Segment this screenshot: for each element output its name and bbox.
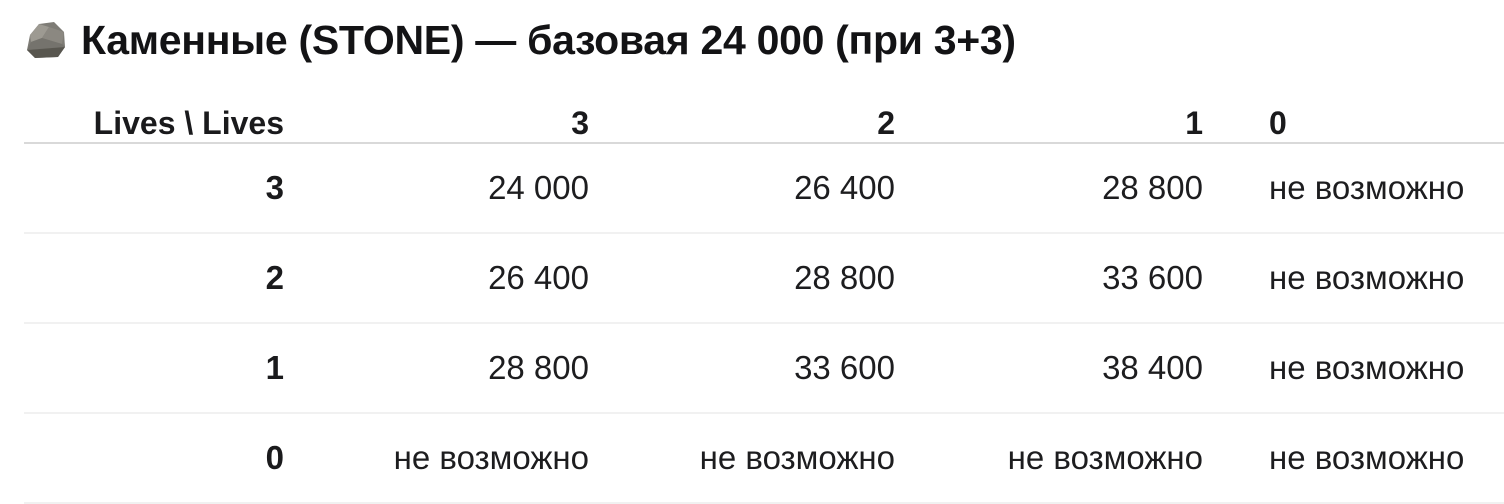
table-cell: 28 800: [622, 233, 928, 324]
table-header-row: Lives \ Lives 3 2 1 0: [24, 63, 1504, 144]
table-cell: 38 400: [928, 323, 1236, 414]
table-row: 1 28 800 33 600 38 400 не возможно: [24, 323, 1504, 414]
col-header-0: 0: [1236, 63, 1504, 144]
row-header: 3: [24, 143, 317, 234]
col-header-3: 3: [317, 63, 622, 144]
table-cell: 26 400: [622, 143, 928, 234]
table-cell: не возможно: [1236, 413, 1504, 504]
col-header-2: 2: [622, 63, 928, 144]
table-cell: не возможно: [622, 413, 928, 504]
corner-header: Lives \ Lives: [24, 63, 317, 144]
table-cell: 33 600: [928, 233, 1236, 324]
rock-icon: [27, 22, 65, 58]
col-header-1: 1: [928, 63, 1236, 144]
table-cell: 26 400: [317, 233, 622, 324]
table-cell: не возможно: [317, 413, 622, 504]
stone-lives-table: Lives \ Lives 3 2 1 0 3 24 000 26 400 28…: [24, 63, 1504, 504]
table-cell: не возможно: [928, 413, 1236, 504]
table-cell: 33 600: [622, 323, 928, 414]
table-cell: 28 800: [317, 323, 622, 414]
page-title-row: Каменные (STONE) — базовая 24 000 (при 3…: [0, 0, 1504, 63]
table-row: 0 не возможно не возможно не возможно не…: [24, 413, 1504, 504]
row-header: 1: [24, 323, 317, 414]
table-cell: 24 000: [317, 143, 622, 234]
table-cell: 28 800: [928, 143, 1236, 234]
table-cell: не возможно: [1236, 143, 1504, 234]
row-header: 0: [24, 413, 317, 504]
row-header: 2: [24, 233, 317, 324]
table-cell: не возможно: [1236, 233, 1504, 324]
page-title: Каменные (STONE) — базовая 24 000 (при 3…: [81, 16, 1016, 63]
table-row: 2 26 400 28 800 33 600 не возможно: [24, 233, 1504, 324]
table-row: 3 24 000 26 400 28 800 не возможно: [24, 143, 1504, 234]
table-cell: не возможно: [1236, 323, 1504, 414]
